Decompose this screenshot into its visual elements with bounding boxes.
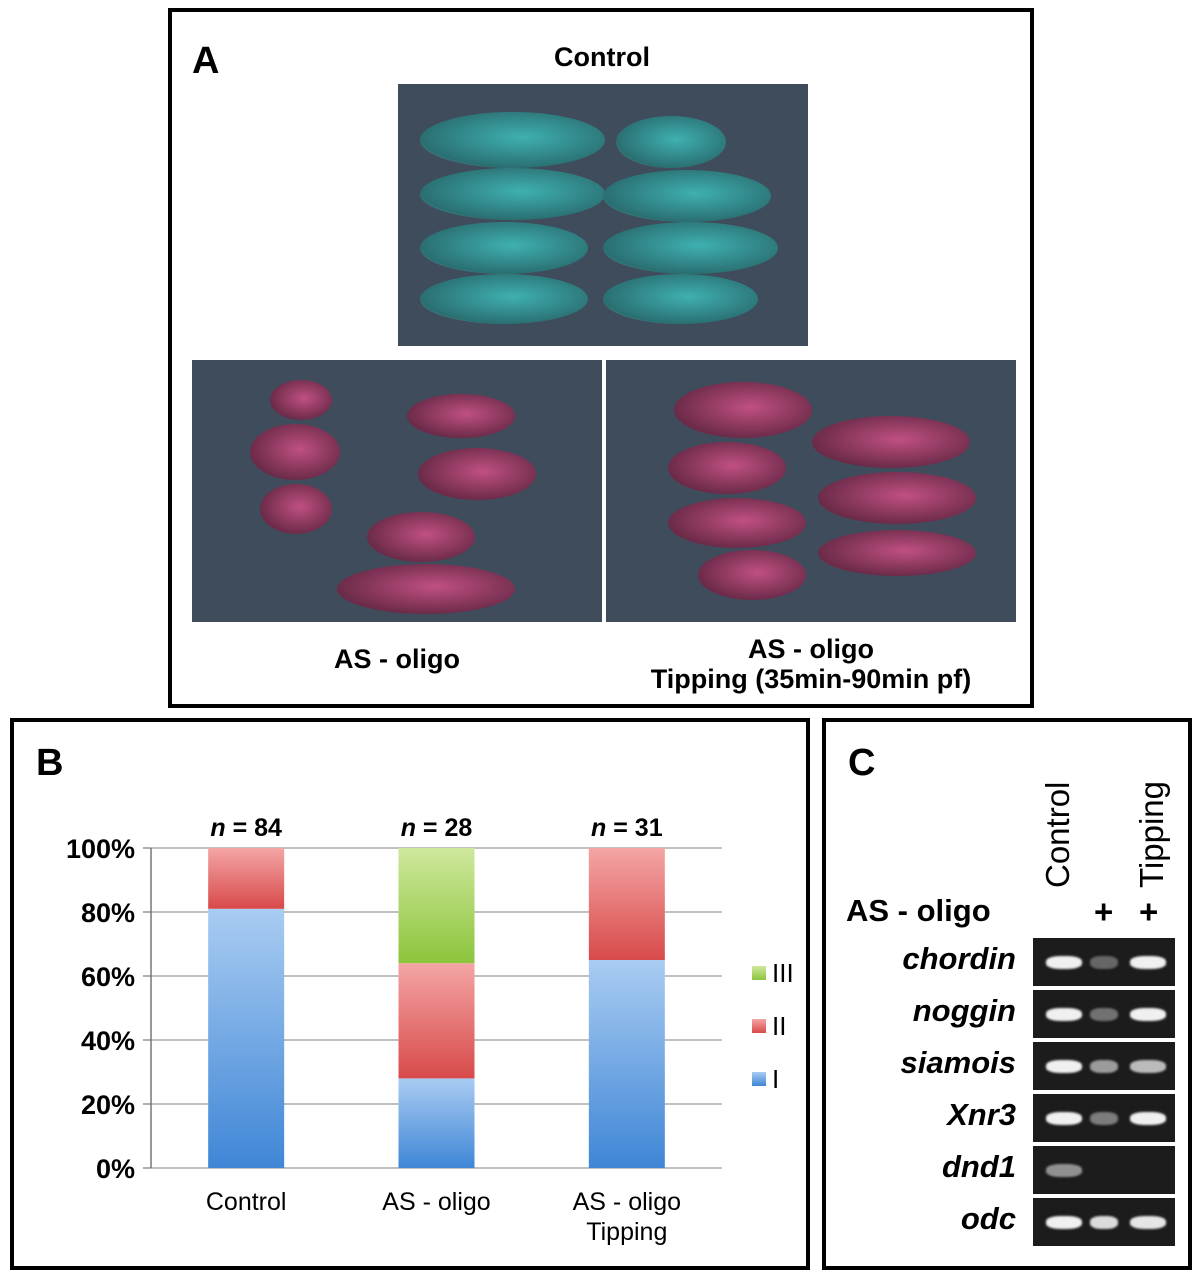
control-embryo-photo bbox=[398, 84, 808, 346]
gel-band bbox=[1046, 1112, 1082, 1125]
gel-band bbox=[1090, 1008, 1118, 1021]
gene-label: noggin bbox=[912, 993, 1016, 1028]
embryo bbox=[603, 222, 778, 274]
n-label: n = 31 bbox=[591, 814, 663, 842]
panel-a-letter: A bbox=[192, 40, 220, 82]
bar-segment-I bbox=[208, 908, 285, 1168]
embryo bbox=[698, 550, 806, 600]
gel-band bbox=[1130, 1216, 1166, 1229]
gel-band bbox=[1046, 956, 1082, 969]
embryo bbox=[250, 424, 340, 480]
x-category-label: Control bbox=[206, 1188, 287, 1216]
x-category-label: AS - oligo bbox=[573, 1188, 681, 1216]
gel-col-control-label: Control bbox=[1039, 781, 1076, 888]
embryo bbox=[420, 168, 605, 220]
panel-b-letter: B bbox=[36, 742, 64, 784]
legend-label-II: II bbox=[772, 1011, 786, 1041]
embryo bbox=[812, 416, 970, 468]
gel-band bbox=[1046, 1060, 1082, 1073]
bar-segment-I bbox=[398, 1078, 475, 1168]
legend-label-III: III bbox=[772, 958, 794, 988]
panel-a: A Control AS - oligo AS - oligo Tipping … bbox=[168, 8, 1034, 708]
panel-c-letter: C bbox=[848, 742, 876, 784]
gel-row bbox=[1033, 1198, 1175, 1246]
bar-segment-III bbox=[398, 848, 475, 964]
embryo bbox=[603, 170, 771, 222]
embryo bbox=[420, 274, 588, 324]
y-tick-label: 60% bbox=[81, 962, 135, 992]
embryo bbox=[407, 394, 515, 438]
embryo bbox=[418, 448, 536, 500]
panel-b: B 0% 20% 40% 60% 80% 100% n = 84 Control n = 28 A… bbox=[10, 718, 810, 1270]
tipping-photo-label-line1: AS - oligo bbox=[748, 634, 874, 664]
gel-band bbox=[1090, 1060, 1118, 1073]
gel-plus-lane-3: + bbox=[1139, 893, 1159, 930]
gene-label: dnd1 bbox=[941, 1149, 1016, 1184]
n-label: n = 28 bbox=[401, 814, 473, 842]
bar-segment-II bbox=[208, 848, 285, 909]
control-photo-label: Control bbox=[554, 42, 650, 72]
embryo bbox=[603, 274, 758, 324]
embryo bbox=[674, 382, 812, 438]
bar-segment-I bbox=[588, 960, 665, 1168]
stacked-bar-chart: 0% 20% 40% 60% 80% 100% n = 84 Control n = 28 AS … bbox=[66, 814, 794, 1246]
embryo bbox=[420, 222, 588, 274]
y-tick-label: 40% bbox=[81, 1026, 135, 1056]
embryo bbox=[668, 498, 806, 548]
gel-plus-lane-2: + bbox=[1094, 893, 1114, 930]
embryo bbox=[367, 512, 475, 562]
gel-band bbox=[1046, 1216, 1082, 1229]
bar-segment-II bbox=[588, 848, 665, 960]
x-category-label: Tipping bbox=[586, 1218, 667, 1246]
gene-label: chordin bbox=[902, 941, 1016, 976]
legend-swatch-II bbox=[752, 1019, 766, 1033]
gene-label: odc bbox=[960, 1201, 1016, 1236]
gel-band bbox=[1130, 1112, 1166, 1125]
gel-band bbox=[1130, 1008, 1166, 1021]
embryo bbox=[260, 484, 332, 534]
legend-swatch-I bbox=[752, 1072, 766, 1086]
gel-band bbox=[1130, 1060, 1166, 1073]
gel-col-tipping-label: Tipping bbox=[1133, 780, 1170, 888]
embryo bbox=[270, 380, 332, 420]
embryo bbox=[337, 564, 515, 614]
gel-row-label-as-oligo: AS - oligo bbox=[846, 893, 991, 928]
gel-band bbox=[1090, 956, 1118, 969]
y-tick-label: 80% bbox=[81, 898, 135, 928]
x-category-label: AS - oligo bbox=[382, 1188, 490, 1216]
gel-row bbox=[1033, 1042, 1175, 1090]
legend-label-I: I bbox=[772, 1064, 779, 1094]
bar-segment-II bbox=[398, 963, 475, 1079]
embryo bbox=[420, 112, 605, 168]
tipping-embryo-photo bbox=[606, 360, 1016, 622]
as-oligo-photo-label: AS - oligo bbox=[334, 644, 460, 674]
n-label: n = 84 bbox=[210, 814, 282, 842]
gel-row bbox=[1033, 990, 1175, 1038]
gel-row bbox=[1033, 1094, 1175, 1142]
embryo bbox=[818, 530, 976, 576]
embryo bbox=[818, 472, 976, 524]
gel-band bbox=[1046, 1164, 1082, 1177]
gene-label: Xnr3 bbox=[947, 1097, 1016, 1132]
gel-row bbox=[1033, 938, 1175, 986]
embryo bbox=[616, 116, 726, 168]
gel-band bbox=[1090, 1112, 1118, 1125]
gel-band bbox=[1130, 956, 1166, 969]
gene-label: siamois bbox=[900, 1045, 1016, 1080]
y-tick-label: 20% bbox=[81, 1090, 135, 1120]
gel-row bbox=[1033, 1146, 1175, 1194]
tipping-photo-label-line2: Tipping (35min-90min pf) bbox=[650, 664, 972, 694]
gel-band bbox=[1046, 1008, 1082, 1021]
embryo bbox=[668, 442, 786, 494]
legend-swatch-III bbox=[752, 966, 766, 980]
as-oligo-embryo-photo bbox=[192, 360, 602, 622]
y-tick-label: 0% bbox=[96, 1154, 135, 1184]
y-tick-label: 100% bbox=[66, 834, 135, 864]
gel-band bbox=[1090, 1216, 1118, 1229]
